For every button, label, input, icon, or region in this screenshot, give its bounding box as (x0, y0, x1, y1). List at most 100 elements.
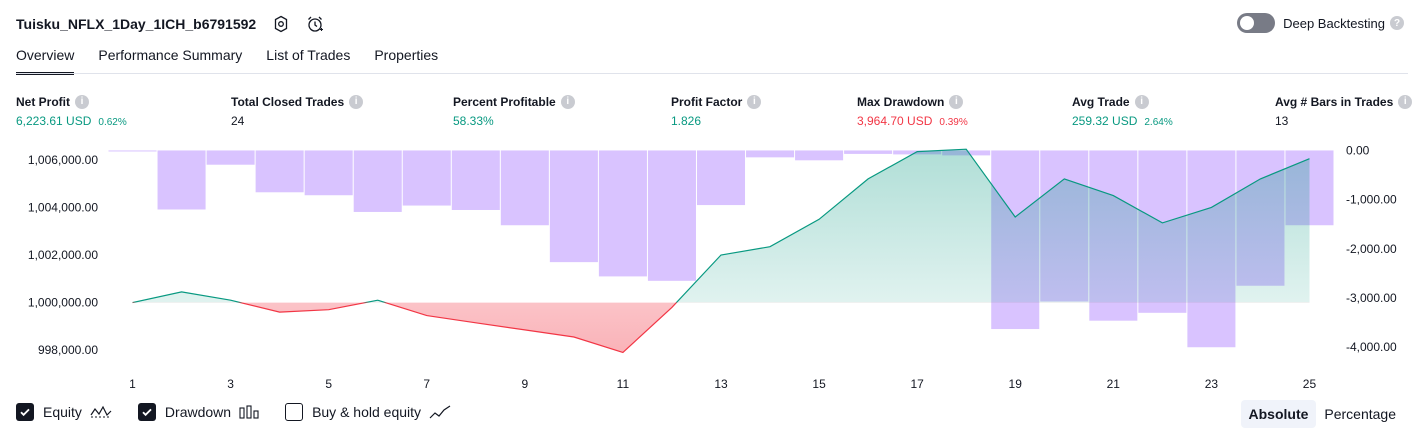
equity-line-icon (90, 405, 112, 419)
metric-label: Percent Profitable (453, 94, 556, 109)
metric-value: 259.32 USD (1072, 114, 1138, 128)
left-axis-tick-label: 1,006,000.00 (28, 153, 98, 167)
left-axis-tick-label: 1,004,000.00 (28, 200, 98, 214)
value-mode-switch: Absolute Percentage (1240, 400, 1405, 428)
alarm-clock-icon[interactable] (306, 15, 324, 33)
percentage-mode-button[interactable]: Percentage (1324, 406, 1396, 422)
equity-toggle[interactable]: Equity (16, 403, 112, 421)
tab-overview[interactable]: Overview (16, 47, 75, 75)
x-axis-tick-label: 5 (325, 377, 332, 391)
x-axis-tick-label: 9 (521, 377, 528, 391)
metric-label: Avg # Bars in Trades (1275, 94, 1394, 109)
drawdown-bar (746, 150, 795, 158)
info-icon[interactable]: i (1398, 94, 1413, 109)
metric-avg-bars-in-trades: Avg # Bars in Trades i 13 (1275, 94, 1413, 128)
metric-percent: 2.64% (1144, 117, 1173, 128)
metric-value: 58.33% (453, 114, 494, 128)
equity-checkbox[interactable] (16, 403, 34, 421)
drawdown-bar (647, 150, 696, 281)
settings-gear-icon[interactable] (272, 15, 290, 33)
buy-hold-line-icon (429, 405, 451, 419)
deep-backtesting-label: Deep Backtesting (1283, 15, 1385, 31)
x-axis-tick-label: 11 (617, 377, 630, 391)
metric-max-drawdown: Max Drawdown i 3,964.70 USD 0.39% (857, 94, 968, 128)
equity-line-above-baseline (132, 148, 1310, 303)
info-icon[interactable]: i (349, 94, 364, 109)
x-axis-tick-label: 15 (812, 377, 826, 391)
drawdown-bar (549, 150, 598, 263)
metric-value: 24 (231, 114, 245, 128)
metric-percent: 0.39% (939, 117, 968, 128)
right-axis-tick-label: -4,000.00 (1346, 340, 1397, 354)
metric-avg-trade: Avg Trade i 259.32 USD 2.64% (1072, 94, 1173, 128)
equity-line-below-baseline (132, 302, 678, 354)
drawdown-bar (255, 150, 304, 193)
tab-performance-summary[interactable]: Performance Summary (98, 47, 243, 63)
metric-net-profit: Net Profit i 6,223.61 USD 0.62% (16, 94, 127, 128)
x-axis-tick-label: 13 (714, 377, 728, 391)
metric-label: Profit Factor (671, 94, 743, 109)
equity-drawdown-chart[interactable]: 1,006,000.00 1,004,000.00 1,002,000.00 1,00… (0, 140, 1424, 396)
drawdown-bar (451, 150, 500, 210)
deep-backtesting-toggle[interactable] (1237, 13, 1276, 33)
drawdown-bar (353, 150, 402, 212)
drawdown-bar (206, 150, 255, 165)
metric-value: 1.826 (671, 114, 702, 128)
right-axis-tick-label: -1,000.00 (1346, 193, 1397, 207)
x-axis-tick-label: 23 (1205, 377, 1219, 391)
metric-label: Max Drawdown (857, 94, 945, 109)
x-axis-tick-label: 21 (1107, 377, 1121, 391)
strategy-header: Tuisku_NFLX_1Day_1ICH_b6791592 (16, 13, 324, 35)
absolute-mode-button[interactable]: Absolute (1240, 400, 1317, 428)
drawdown-bar (402, 150, 451, 206)
info-icon[interactable]: i (747, 94, 762, 109)
buy-hold-label: Buy & hold equity (312, 404, 422, 420)
drawdown-bar (157, 150, 206, 210)
metric-label: Net Profit (16, 94, 70, 109)
tab-divider (16, 73, 1408, 74)
help-icon[interactable]: ? (1390, 16, 1404, 30)
metric-profit-factor: Profit Factor i 1.826 (671, 94, 762, 128)
drawdown-bar (795, 150, 844, 161)
info-icon[interactable]: i (949, 94, 964, 109)
info-icon[interactable]: i (560, 94, 575, 109)
x-axis-tick-label: 19 (1009, 377, 1023, 391)
equity-label: Equity (43, 404, 82, 420)
left-axis-tick-label: 998,000.00 (38, 343, 98, 357)
info-icon[interactable]: i (75, 94, 89, 109)
drawdown-bar (500, 150, 549, 226)
drawdown-bar (844, 150, 893, 154)
drawdown-bar (304, 150, 353, 196)
buy-hold-checkbox[interactable] (285, 403, 304, 421)
drawdown-bar (696, 150, 746, 206)
deep-backtesting-control: Deep Backtesting ? (1237, 13, 1404, 33)
drawdown-checkbox[interactable] (137, 403, 156, 421)
metric-percent-profitable: Percent Profitable i 58.33% (453, 94, 575, 128)
equity-profit-area (132, 149, 1310, 303)
right-axis-tick-label: -2,000.00 (1346, 242, 1397, 256)
right-axis-tick-label: -3,000.00 (1346, 291, 1397, 305)
metric-value: 6,223.61 USD (16, 114, 92, 128)
x-axis-tick-label: 1 (129, 377, 136, 391)
metric-total-closed-trades: Total Closed Trades i 24 (231, 94, 364, 128)
strategy-title: Tuisku_NFLX_1Day_1ICH_b6791592 (16, 16, 257, 32)
info-icon[interactable]: i (1134, 94, 1149, 109)
drawdown-bar (598, 150, 647, 277)
tab-properties[interactable]: Properties (374, 47, 439, 63)
metric-value: 13 (1275, 114, 1289, 128)
x-axis-tick-label: 3 (227, 377, 234, 391)
left-axis-tick-label: 1,000,000.00 (28, 296, 98, 310)
drawdown-toggle[interactable]: Drawdown (137, 403, 259, 421)
toggle-knob (1240, 16, 1255, 30)
metric-label: Avg Trade (1072, 94, 1130, 109)
x-axis-tick-label: 7 (423, 377, 430, 391)
right-axis-tick-label: 0.00 (1346, 143, 1370, 157)
buy-hold-toggle[interactable]: Buy & hold equity (285, 403, 451, 421)
drawdown-label: Drawdown (164, 404, 232, 420)
metric-label: Total Closed Trades (231, 94, 345, 109)
x-axis-tick-label: 17 (910, 377, 924, 391)
metric-value: 3,964.70 USD (857, 114, 933, 128)
left-axis-tick-label: 1,002,000.00 (28, 248, 98, 262)
tab-list-of-trades[interactable]: List of Trades (266, 47, 351, 63)
x-axis-tick-label: 25 (1303, 377, 1317, 391)
